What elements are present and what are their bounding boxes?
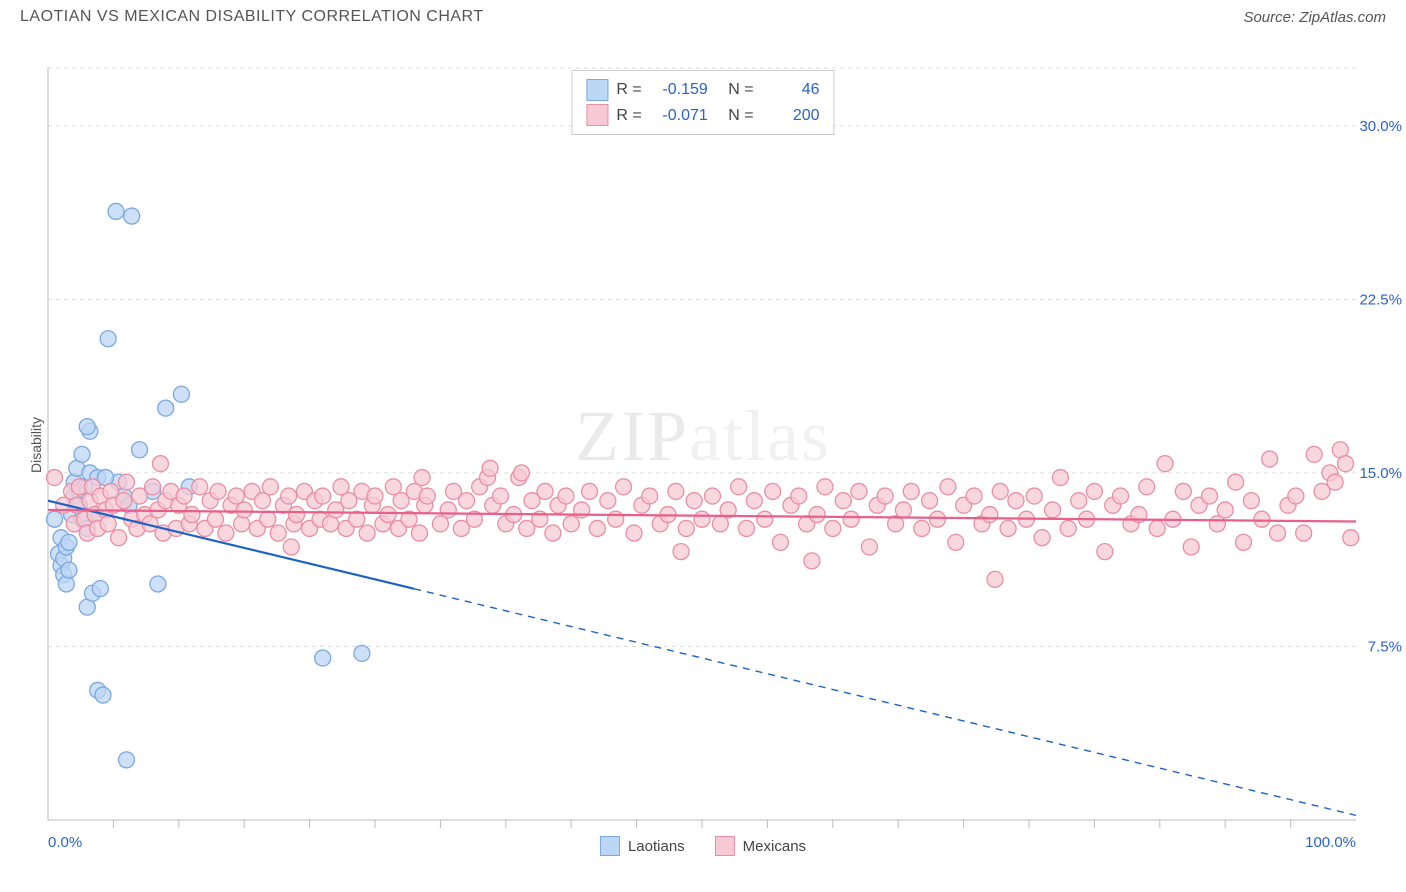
n-label: N = — [728, 103, 753, 129]
legend-item-laotians: Laotians — [600, 836, 685, 856]
chart-title: LAOTIAN VS MEXICAN DISABILITY CORRELATIO… — [20, 8, 484, 26]
legend-swatch-mexicans — [715, 836, 735, 856]
legend-label-laotians: Laotians — [628, 838, 685, 855]
scatter-chart-svg: 7.5% 15.0% 22.5% 30.0% — [0, 30, 1406, 860]
r-label: R = — [616, 103, 641, 129]
swatch-laotians — [586, 79, 608, 101]
stats-legend: R = -0.159 N = 46 R = -0.071 N = 200 — [571, 70, 834, 135]
legend-label-mexicans: Mexicans — [743, 838, 806, 855]
r-label: R = — [616, 77, 641, 103]
svg-text:30.0%: 30.0% — [1359, 118, 1402, 135]
svg-text:22.5%: 22.5% — [1359, 291, 1402, 308]
n-label: N = — [728, 77, 753, 103]
svg-text:7.5%: 7.5% — [1368, 638, 1402, 655]
x-axis-right-label: 100.0% — [1305, 834, 1356, 851]
x-axis-left-label: 0.0% — [48, 834, 82, 851]
stats-row-laotians: R = -0.159 N = 46 — [586, 77, 819, 103]
r-value-laotians: -0.159 — [650, 77, 708, 103]
swatch-mexicans — [586, 104, 608, 126]
r-value-mexicans: -0.071 — [650, 103, 708, 129]
n-value-laotians: 46 — [762, 77, 820, 103]
n-value-mexicans: 200 — [762, 103, 820, 129]
stats-row-mexicans: R = -0.071 N = 200 — [586, 103, 819, 129]
chart-area: Disability 7.5%15.0%22.5%30.0% ZIPatlas … — [0, 30, 1406, 860]
source-attribution: Source: ZipAtlas.com — [1243, 9, 1386, 26]
chart-header: LAOTIAN VS MEXICAN DISABILITY CORRELATIO… — [0, 0, 1406, 30]
y-axis-label: Disability — [28, 417, 44, 473]
legend-item-mexicans: Mexicans — [715, 836, 806, 856]
series-legend: Laotians Mexicans — [600, 836, 806, 856]
legend-swatch-laotians — [600, 836, 620, 856]
svg-text:15.0%: 15.0% — [1359, 465, 1402, 482]
